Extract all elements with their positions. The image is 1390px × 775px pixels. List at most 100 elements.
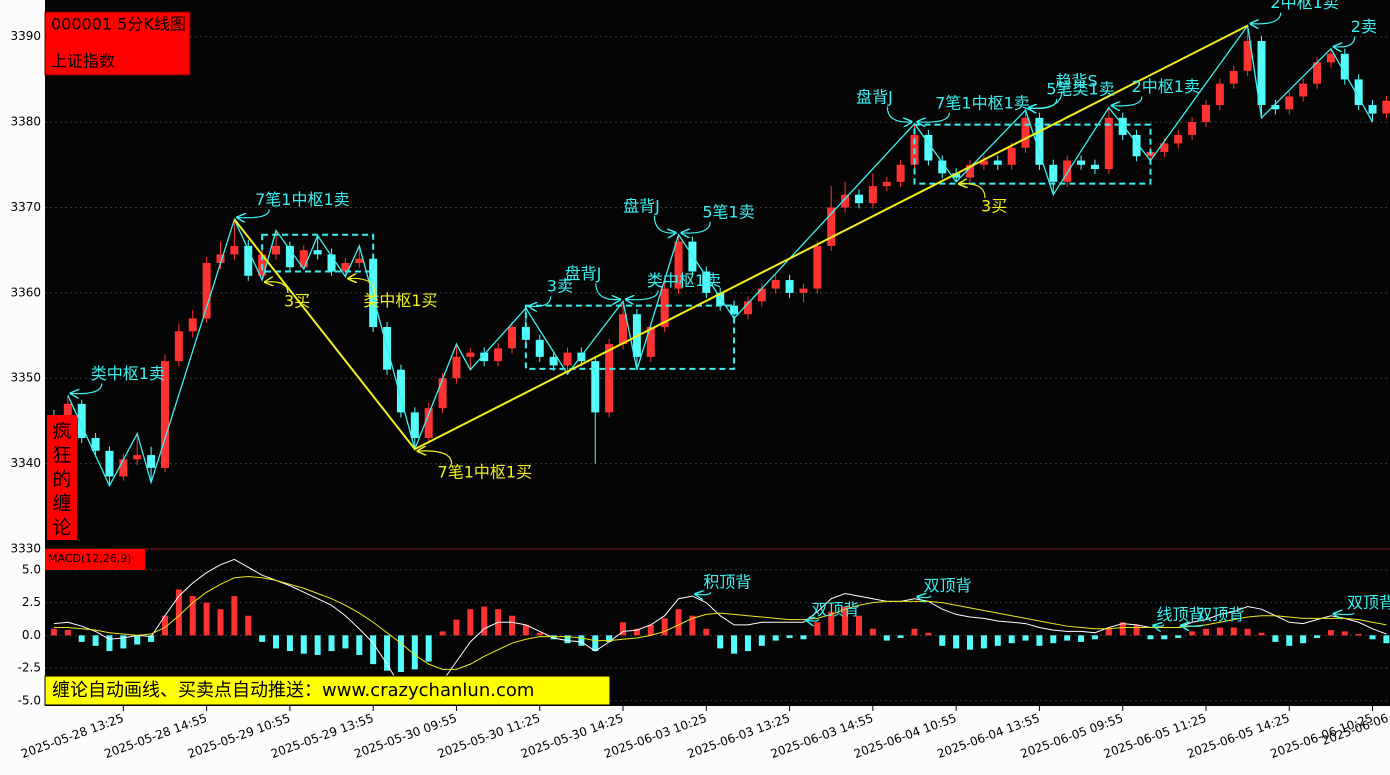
annotation: 7笔1中枢1卖	[935, 93, 1030, 112]
candle-body	[1090, 164, 1099, 170]
candle-body	[1243, 40, 1252, 71]
candle-body	[827, 207, 836, 246]
title-box	[44, 11, 191, 76]
annotation-arrow	[595, 283, 620, 299]
macd-bar	[731, 635, 738, 654]
candle-body	[230, 245, 239, 255]
annotation: 盘背J	[623, 196, 660, 215]
macd-bar	[148, 635, 155, 642]
candle-body	[494, 348, 503, 362]
macd-bar	[259, 635, 266, 642]
annotation: 线顶背	[1156, 605, 1204, 624]
annotation: 3卖	[547, 277, 573, 296]
candle-body	[591, 361, 600, 413]
macd-bar	[911, 628, 918, 636]
macd-bar	[1105, 628, 1112, 636]
side-label-box	[47, 415, 77, 540]
candle-body	[938, 160, 947, 174]
chart-subtitle: 上证指数	[51, 52, 115, 71]
macd-bar	[120, 635, 127, 649]
macd-bar	[384, 635, 391, 671]
macd-bar	[64, 630, 71, 636]
annotation-arrow	[1029, 99, 1058, 108]
candle-body	[188, 318, 197, 332]
candle-body	[563, 352, 572, 366]
y-tick-label: 3370	[10, 200, 41, 214]
macd-bar	[980, 635, 987, 649]
macd-tick-label: 0.0	[22, 628, 41, 642]
macd-bar	[536, 632, 543, 636]
macd-bar	[106, 635, 113, 652]
candle-body	[105, 450, 114, 477]
annotation-arrow	[806, 619, 820, 621]
candle-body	[1271, 105, 1280, 110]
candle-body	[785, 280, 794, 293]
macd-bar	[800, 635, 807, 640]
candle-body	[216, 254, 225, 263]
macd-bar	[411, 635, 418, 670]
macd-bar	[1369, 635, 1376, 640]
y-tick-label: 3350	[10, 371, 41, 385]
candle-body	[438, 378, 447, 409]
candle-body	[410, 412, 419, 439]
annotation-arrow	[918, 112, 951, 122]
annotation-arrow	[653, 215, 675, 233]
macd-bar	[286, 635, 293, 652]
macd-bar	[1202, 628, 1209, 636]
macd-bar	[300, 635, 307, 654]
macd-bar	[758, 635, 765, 646]
annotation: 双顶背	[923, 576, 971, 595]
macd-bar	[772, 635, 779, 641]
macd-bar	[1161, 635, 1168, 640]
candle-body	[854, 194, 863, 204]
annotation-arrow	[1334, 36, 1356, 47]
candle-body	[924, 134, 933, 161]
candle-body	[882, 181, 891, 187]
candle-body	[841, 194, 850, 208]
candle-body	[452, 356, 461, 379]
macd-bar	[869, 628, 876, 636]
y-tick-label: 3360	[10, 285, 41, 299]
candle-body	[272, 245, 281, 255]
macd-bar	[1230, 627, 1237, 636]
candle-body	[979, 160, 988, 165]
macd-bar	[161, 615, 168, 636]
macd-bar	[883, 635, 890, 641]
candle-body	[299, 250, 308, 268]
candle-body	[646, 327, 655, 357]
candle-body	[743, 301, 752, 315]
candle-body	[993, 160, 1002, 165]
stroke-line	[67, 23, 1374, 488]
macd-bar	[453, 619, 460, 636]
macd-bar	[50, 628, 57, 636]
annotation-arrow	[959, 184, 986, 198]
macd-bar	[1064, 635, 1071, 641]
macd-bar	[92, 635, 99, 646]
macd-bar	[689, 615, 696, 636]
macd-tick-label: 5.0	[22, 562, 41, 576]
macd-bar	[1133, 624, 1140, 636]
macd-bar	[1091, 635, 1098, 640]
macd-bar	[1189, 631, 1196, 636]
macd-bar	[620, 622, 627, 636]
candle-body	[1382, 100, 1390, 114]
side-label: 疯	[52, 421, 71, 443]
macd-bar	[550, 635, 557, 640]
annotation-arrow	[1112, 96, 1143, 106]
macd-bar	[370, 635, 377, 665]
segment-line	[233, 24, 1249, 451]
annotation: 类中枢1卖	[647, 271, 721, 290]
candle-body	[1215, 83, 1224, 106]
macd-bar	[1175, 635, 1182, 638]
macd-bar	[522, 624, 529, 636]
candle-body	[1063, 160, 1072, 182]
candle-body	[133, 455, 142, 460]
macd-bar	[814, 622, 821, 636]
candle-body	[160, 361, 169, 468]
macd-bar	[1341, 631, 1348, 636]
annotation-arrow	[626, 290, 659, 299]
macd-bar	[175, 589, 182, 636]
annotation-arrow	[682, 221, 711, 233]
annotation-arrow	[265, 282, 289, 294]
